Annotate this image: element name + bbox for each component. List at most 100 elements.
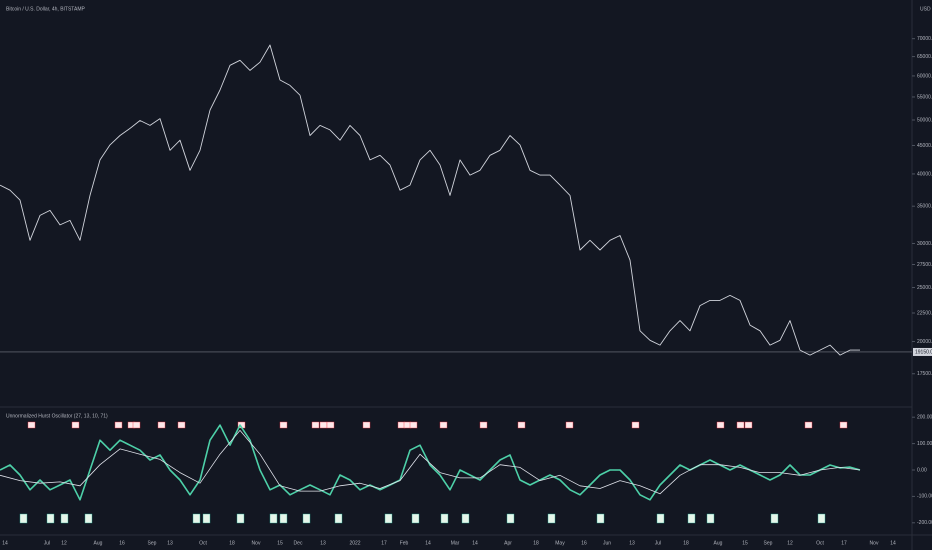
y-tick-label: 17500.00 xyxy=(917,371,932,377)
x-tick-label: 15 xyxy=(277,540,283,546)
x-tick-label: 13 xyxy=(629,540,635,546)
sell-signal xyxy=(804,421,813,429)
x-tick-label: Aug xyxy=(714,540,723,546)
sell-signal xyxy=(311,421,320,429)
sell-signal xyxy=(631,421,640,429)
y-tick-label: 60000.00 xyxy=(917,73,932,79)
x-tick-label: May xyxy=(555,540,565,546)
sell-signal xyxy=(132,421,141,429)
sell-signal xyxy=(279,421,288,429)
sell-signal xyxy=(439,421,448,429)
buy-signal xyxy=(547,513,556,524)
x-tick-label: 14 xyxy=(425,540,431,546)
sell-signal xyxy=(326,421,335,429)
buy-signal xyxy=(60,513,69,524)
y-tick-label: 20000.00 xyxy=(917,339,932,345)
indicator-title: Unnormalized Hurst Oscillator (27, 13, 1… xyxy=(6,413,108,419)
x-tick-label: 16 xyxy=(119,540,125,546)
sell-signal xyxy=(409,421,418,429)
x-tick-label: 2022 xyxy=(349,540,360,546)
buy-signal xyxy=(269,513,278,524)
x-tick-label: Jul xyxy=(44,540,50,546)
buy-signal xyxy=(236,513,245,524)
x-tick-label: 15 xyxy=(742,540,748,546)
buy-signal xyxy=(279,513,288,524)
x-tick-label: 14 xyxy=(472,540,478,546)
sell-signal xyxy=(716,421,725,429)
y-tick-label: 50000.00 xyxy=(917,117,932,123)
y-tick-label: 100.00 xyxy=(917,441,932,447)
y-tick-label: 27500.00 xyxy=(917,262,932,268)
buy-signal xyxy=(84,513,93,524)
buy-signal xyxy=(19,513,28,524)
x-tick-label: Aug xyxy=(94,540,103,546)
y-tick-label: -100.00 xyxy=(917,494,932,500)
buy-signal xyxy=(46,513,55,524)
buy-signal xyxy=(770,513,779,524)
buy-signal xyxy=(192,513,201,524)
sell-signal xyxy=(565,421,574,429)
sell-signal xyxy=(736,421,745,429)
x-tick-label: Nov xyxy=(870,540,879,546)
y-tick-label: 200.00 xyxy=(917,415,932,421)
y-tick-label: 45000.00 xyxy=(917,143,932,149)
x-tick-label: Feb xyxy=(400,540,409,546)
y-tick-label: 0.00 xyxy=(917,467,927,473)
x-tick-label: 16 xyxy=(581,540,587,546)
x-tick-label: 18 xyxy=(229,540,235,546)
y-tick-label: 35000.00 xyxy=(917,204,932,210)
sell-signal xyxy=(744,421,753,429)
x-tick-label: Apr xyxy=(504,540,512,546)
buy-signal xyxy=(687,513,696,524)
y-tick-label: 55000.00 xyxy=(917,94,932,100)
buy-signal xyxy=(817,513,826,524)
sell-signal xyxy=(479,421,488,429)
buy-signal xyxy=(656,513,665,524)
x-tick-label: 13 xyxy=(167,540,173,546)
x-tick-label: Jun xyxy=(603,540,611,546)
currency: USD xyxy=(920,6,931,12)
x-tick-label: 17 xyxy=(381,540,387,546)
buy-signal xyxy=(706,513,715,524)
sell-signal xyxy=(157,421,166,429)
x-tick-label: Oct xyxy=(816,540,824,546)
sell-signal xyxy=(839,421,848,429)
y-tick-label: 65000.00 xyxy=(917,54,932,60)
y-tick-label: 30000.00 xyxy=(917,241,932,247)
buy-signal xyxy=(411,513,420,524)
sell-signal xyxy=(27,421,36,429)
signals xyxy=(19,421,848,524)
buy-signal xyxy=(302,513,311,524)
sell-signal xyxy=(177,421,186,429)
x-tick-label: 12 xyxy=(787,540,793,546)
x-tick-label: 14 xyxy=(890,540,896,546)
x-tick-label: Sep xyxy=(148,540,157,546)
y-tick-label: 40000.00 xyxy=(917,171,932,177)
buy-signal xyxy=(202,513,211,524)
x-tick-label: Jul xyxy=(655,540,661,546)
last-price-box xyxy=(913,347,932,356)
buy-signal xyxy=(334,513,343,524)
oscillator-line xyxy=(0,430,861,495)
oscillator-line xyxy=(0,424,861,501)
buy-signal xyxy=(440,513,449,524)
last-price-label: 19150.00 xyxy=(915,349,932,355)
x-tick-label: Mar xyxy=(451,540,460,546)
buy-signal xyxy=(384,513,393,524)
y-tick-label: -200.00 xyxy=(917,520,932,526)
buy-signal xyxy=(596,513,605,524)
x-tick-label: 18 xyxy=(683,540,689,546)
sell-signal xyxy=(114,421,123,429)
buy-signal xyxy=(461,513,470,524)
price-line xyxy=(0,44,860,356)
x-tick-label: Nov xyxy=(252,540,261,546)
symbol-title: Bitcoin / U.S. Dollar, 4h, BITSTAMP xyxy=(6,6,85,12)
x-tick-label: Dec xyxy=(294,540,303,546)
x-tick-label: 18 xyxy=(533,540,539,546)
x-tick-label: 13 xyxy=(320,540,326,546)
x-tick-label: 14 xyxy=(2,540,8,546)
y-tick-label: 22500.00 xyxy=(917,310,932,316)
x-tick-label: Sep xyxy=(764,540,773,546)
y-tick-label: 25000.00 xyxy=(917,285,932,291)
x-tick-label: Oct xyxy=(199,540,207,546)
